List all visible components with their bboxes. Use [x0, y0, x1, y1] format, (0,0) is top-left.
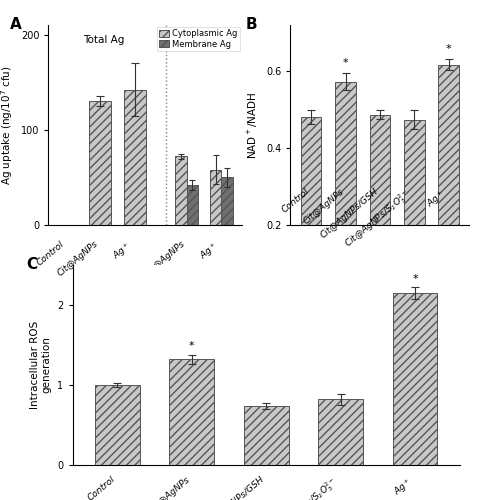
Y-axis label: NAD$^+$/NADH: NAD$^+$/NADH	[246, 92, 260, 158]
Text: Cit@AgNPs: Cit@AgNPs	[148, 475, 192, 500]
Legend: Cytoplasmic Ag, Membrane Ag: Cytoplasmic Ag, Membrane Ag	[157, 26, 241, 52]
Bar	[210, 170, 221, 225]
Bar	[370, 114, 390, 225]
Bar	[169, 360, 214, 465]
Bar	[89, 101, 111, 225]
Text: *: *	[343, 58, 348, 68]
Text: C: C	[26, 257, 37, 272]
Text: *: *	[446, 44, 452, 54]
Bar	[187, 185, 198, 225]
Bar	[393, 293, 438, 465]
Bar	[123, 90, 146, 225]
Bar	[244, 406, 288, 465]
Text: Control: Control	[87, 475, 117, 500]
Text: Control: Control	[35, 240, 66, 267]
Text: B: B	[245, 17, 257, 32]
Text: Cit@AgNPs: Cit@AgNPs	[302, 187, 346, 226]
Bar	[301, 118, 321, 225]
Bar	[439, 64, 459, 225]
Text: Control: Control	[280, 187, 311, 215]
Bar	[221, 178, 233, 225]
Bar	[335, 82, 356, 225]
Text: Cit@AgNPs: Cit@AgNPs	[143, 240, 187, 279]
Bar	[318, 400, 363, 465]
Text: Ag$^+$: Ag$^+$	[424, 187, 449, 210]
Bar	[175, 156, 187, 225]
Text: Ag$^+$: Ag$^+$	[391, 475, 415, 498]
Bar	[95, 385, 139, 465]
Y-axis label: Ag uptake (ng/10$^7$ cfu): Ag uptake (ng/10$^7$ cfu)	[0, 65, 15, 185]
Text: Ag$^+$: Ag$^+$	[197, 240, 221, 263]
Text: Cit@AgNPs: Cit@AgNPs	[56, 240, 100, 279]
Text: Cit@AgNPs/GSH: Cit@AgNPs/GSH	[205, 475, 266, 500]
Y-axis label: Intracellular ROS
generation: Intracellular ROS generation	[30, 321, 52, 409]
Text: *: *	[189, 342, 195, 351]
Text: Total Ag: Total Ag	[83, 35, 124, 45]
Text: *: *	[412, 274, 418, 284]
Bar	[404, 120, 425, 225]
Text: Cit@AgNPs/GSH: Cit@AgNPs/GSH	[318, 187, 380, 240]
Text: A: A	[10, 17, 21, 32]
Text: Ag$^+$: Ag$^+$	[110, 240, 135, 263]
Text: Cit@AgNPs/S$_2$O$_3^{2-}$: Cit@AgNPs/S$_2$O$_3^{2-}$	[268, 475, 341, 500]
Text: Cit@AgNPs/S$_2$O$_3^{2-}$: Cit@AgNPs/S$_2$O$_3^{2-}$	[342, 187, 414, 251]
